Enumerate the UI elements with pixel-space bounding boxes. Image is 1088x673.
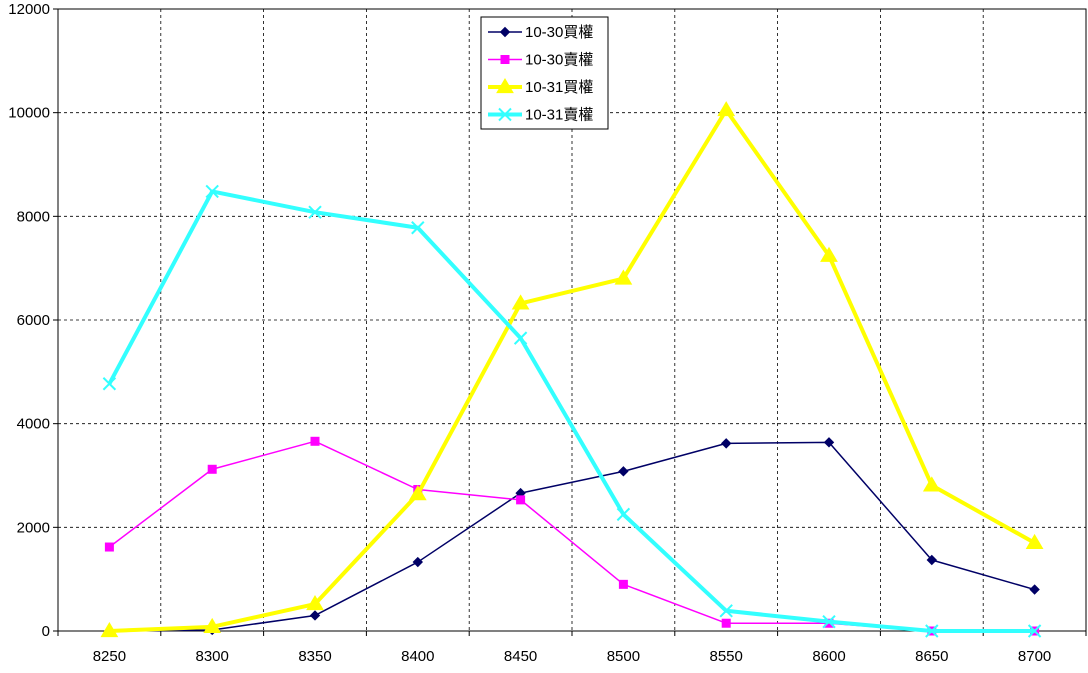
data-point <box>820 246 838 262</box>
x-tick-label: 8500 <box>607 648 640 665</box>
y-tick-label: 8000 <box>17 208 50 225</box>
legend-label: 10-30買權 <box>525 24 593 41</box>
data-point <box>616 507 631 522</box>
data-point <box>104 542 114 552</box>
data-point <box>516 495 526 505</box>
x-tick-label: 8600 <box>812 648 845 665</box>
legend-item: 10-31買權 <box>488 78 593 96</box>
legend-swatch-marker <box>499 26 511 38</box>
x-tick-label: 8550 <box>710 648 743 665</box>
data-point <box>306 595 324 611</box>
data-point <box>618 579 628 589</box>
series-line <box>109 441 1035 632</box>
legend-label: 10-31賣權 <box>525 107 593 124</box>
y-tick-label: 4000 <box>17 416 50 433</box>
legend-swatch-marker <box>500 55 510 64</box>
data-point <box>511 294 530 310</box>
data-point <box>205 184 219 199</box>
series-group <box>100 101 1044 638</box>
data-point <box>822 614 836 629</box>
series-line <box>107 189 1035 633</box>
legend-label: 10-31買權 <box>525 79 593 96</box>
data-point <box>926 554 938 566</box>
legend: 10-30買權 10-30賣權 10-31買權 10-31賣權 <box>480 16 609 130</box>
y-tick-label: 12000 <box>8 1 50 18</box>
data-point <box>100 622 119 638</box>
data-point <box>614 269 633 285</box>
data-point <box>412 556 424 568</box>
x-tick-label: 8400 <box>401 648 434 665</box>
series-4 <box>102 184 1042 638</box>
legend-item: 10-30賣權 <box>488 52 593 69</box>
data-point <box>922 476 941 492</box>
y-tick-label: 2000 <box>17 519 50 536</box>
x-tick-label: 8250 <box>93 648 126 665</box>
data-point <box>310 436 320 446</box>
data-point <box>203 617 222 633</box>
legend-item: 10-30買權 <box>488 24 593 41</box>
data-point <box>309 610 321 621</box>
axes: 0 2000 4000 6000 8000 10000 12000 8250 8300 8350 8… <box>8 1 1087 665</box>
legend-item: 10-31賣權 <box>488 107 593 124</box>
data-point <box>408 485 427 501</box>
x-tick-label: 8450 <box>504 648 537 665</box>
series-3 <box>100 101 1044 638</box>
legend-label: 10-30賣權 <box>525 52 593 69</box>
data-point <box>308 205 322 219</box>
data-point <box>1027 624 1042 638</box>
data-point <box>721 618 731 628</box>
x-tick-label: 8650 <box>915 648 948 665</box>
data-point <box>1025 533 1044 549</box>
data-point <box>207 464 217 474</box>
y-tick-label: 10000 <box>8 105 50 122</box>
data-point <box>411 221 425 235</box>
x-tick-label: 8350 <box>298 648 331 665</box>
series-line <box>109 108 1036 633</box>
y-tick-label: 6000 <box>17 312 50 329</box>
x-tick-label: 8300 <box>196 648 229 665</box>
legend-swatch-marker <box>498 107 512 122</box>
data-point <box>102 377 117 391</box>
legend-swatch-marker <box>496 78 514 94</box>
data-point <box>618 466 629 477</box>
y-tick-label: 0 <box>42 623 50 640</box>
data-point <box>925 624 939 638</box>
data-point <box>1029 584 1040 595</box>
data-point <box>513 331 528 345</box>
data-point <box>717 101 736 117</box>
data-point <box>720 438 732 449</box>
data-point <box>719 604 733 618</box>
data-point <box>823 437 835 448</box>
x-tick-label: 8700 <box>1018 648 1051 665</box>
